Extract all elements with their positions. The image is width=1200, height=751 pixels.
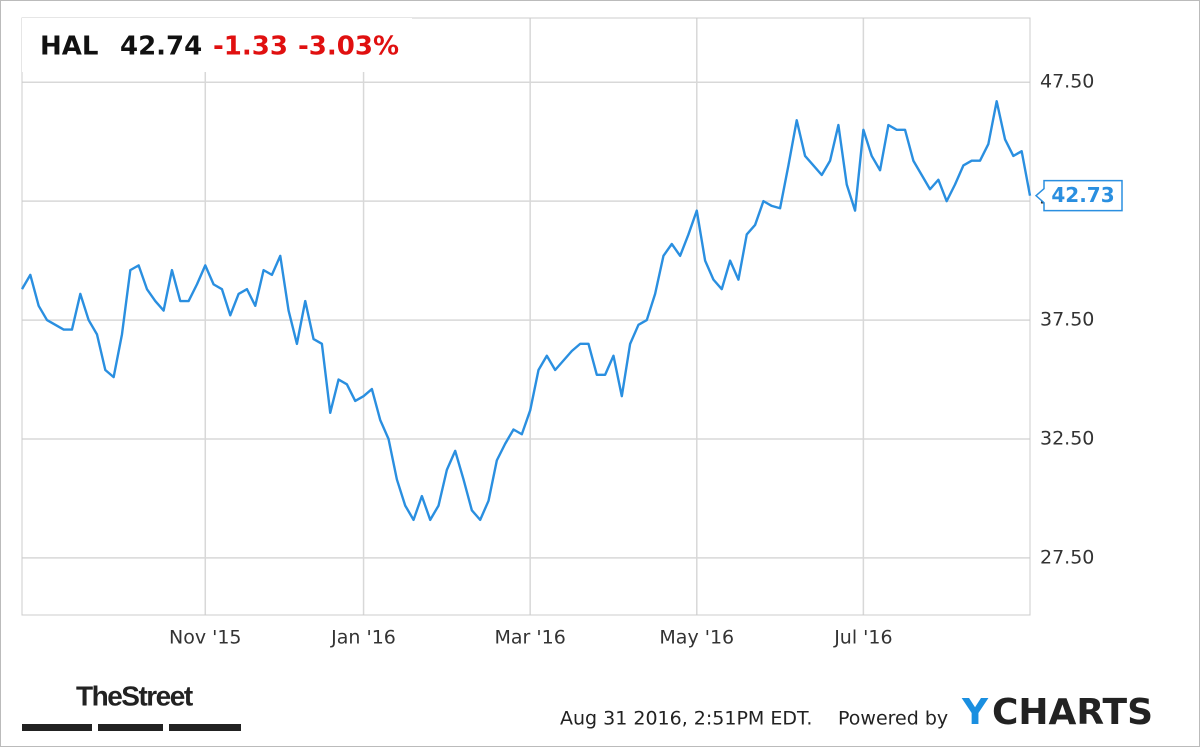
y-tick-label: 37.50: [1040, 309, 1094, 331]
price: 42.74: [120, 32, 202, 62]
timestamp: Aug 31 2016, 2:51PM EDT.: [560, 708, 812, 730]
publisher-logo: TheStreet: [22, 680, 241, 731]
change-pct: -3.03%: [298, 32, 399, 62]
brand-y: Y: [961, 692, 989, 733]
y-tick-label: 32.50: [1040, 427, 1094, 449]
logo-bar: [98, 724, 163, 731]
powered-by: Powered by: [838, 708, 948, 730]
y-tick-label: 27.50: [1040, 546, 1094, 568]
last-value-callout: [1034, 179, 1123, 212]
marks: [20, 100, 1032, 522]
x-tick-label: Nov '15: [169, 627, 242, 649]
brand-rest: CHARTS: [992, 692, 1153, 733]
publisher: TheStreet: [76, 680, 193, 711]
quote-box: [22, 18, 412, 72]
y-tick-label: 47.50: [1040, 71, 1094, 93]
logo-bar: [22, 724, 92, 731]
last-value-label: 42.73: [1051, 183, 1114, 207]
x-tick-label: Jan '16: [330, 627, 396, 649]
grid: [22, 18, 1030, 615]
logo-bar: [169, 724, 241, 731]
x-tick-label: May '16: [659, 627, 734, 649]
x-tick-label: Jul '16: [833, 627, 892, 649]
price-line: [20, 100, 1032, 522]
change: -1.33: [213, 32, 288, 62]
x-tick-label: Mar '16: [495, 627, 566, 649]
symbol: HAL: [40, 32, 98, 62]
plot-area: [21, 17, 1031, 616]
